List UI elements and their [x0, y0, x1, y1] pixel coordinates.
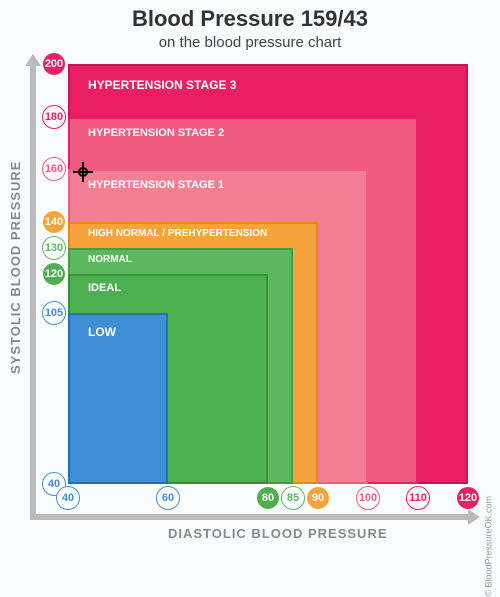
- y-axis-arrowhead-icon: [25, 54, 41, 66]
- zone-label: HYPERTENSION STAGE 1: [88, 179, 224, 191]
- y-tick-105: 105: [42, 301, 66, 325]
- y-tick-200: 200: [42, 52, 66, 76]
- zone-label: IDEAL: [88, 282, 121, 294]
- zone-label: HYPERTENSION STAGE 3: [88, 78, 236, 92]
- y-tick-130: 130: [42, 236, 66, 260]
- y-tick-140: 140: [42, 210, 66, 234]
- x-tick-40: 40: [56, 486, 80, 510]
- y-tick-180: 180: [42, 105, 66, 129]
- x-tick-60: 60: [156, 486, 180, 510]
- x-axis-label: DIASTOLIC BLOOD PRESSURE: [168, 526, 388, 541]
- x-tick-110: 110: [406, 486, 430, 510]
- y-tick-120: 120: [42, 262, 66, 286]
- zone-label: HYPERTENSION STAGE 2: [88, 127, 224, 139]
- x-tick-90: 90: [306, 486, 330, 510]
- y-axis-label: SYSTOLIC BLOOD PRESSURE: [8, 161, 23, 374]
- bp-marker-icon: [73, 162, 93, 182]
- y-tick-160: 160: [42, 157, 66, 181]
- x-tick-100: 100: [356, 486, 380, 510]
- y-axis-arrow: [30, 64, 36, 514]
- chart-subtitle: on the blood pressure chart: [0, 34, 500, 51]
- zone-label: NORMAL: [88, 254, 132, 265]
- x-tick-120: 120: [456, 486, 480, 510]
- zone-low: LOW: [68, 313, 168, 484]
- credit-text: © BloodPressureOK.com: [484, 496, 494, 597]
- x-axis-arrowhead-icon: [468, 509, 480, 525]
- zone-label: LOW: [88, 325, 116, 339]
- chart-title: Blood Pressure 159/43: [0, 6, 500, 32]
- x-tick-80: 80: [256, 486, 280, 510]
- zone-label: HIGH NORMAL / PREHYPERTENSION: [88, 228, 267, 239]
- x-axis-arrow: [30, 514, 468, 520]
- bp-chart: HYPERTENSION STAGE 3 HYPERTENSION STAGE 2…: [68, 64, 468, 484]
- x-tick-85: 85: [281, 486, 305, 510]
